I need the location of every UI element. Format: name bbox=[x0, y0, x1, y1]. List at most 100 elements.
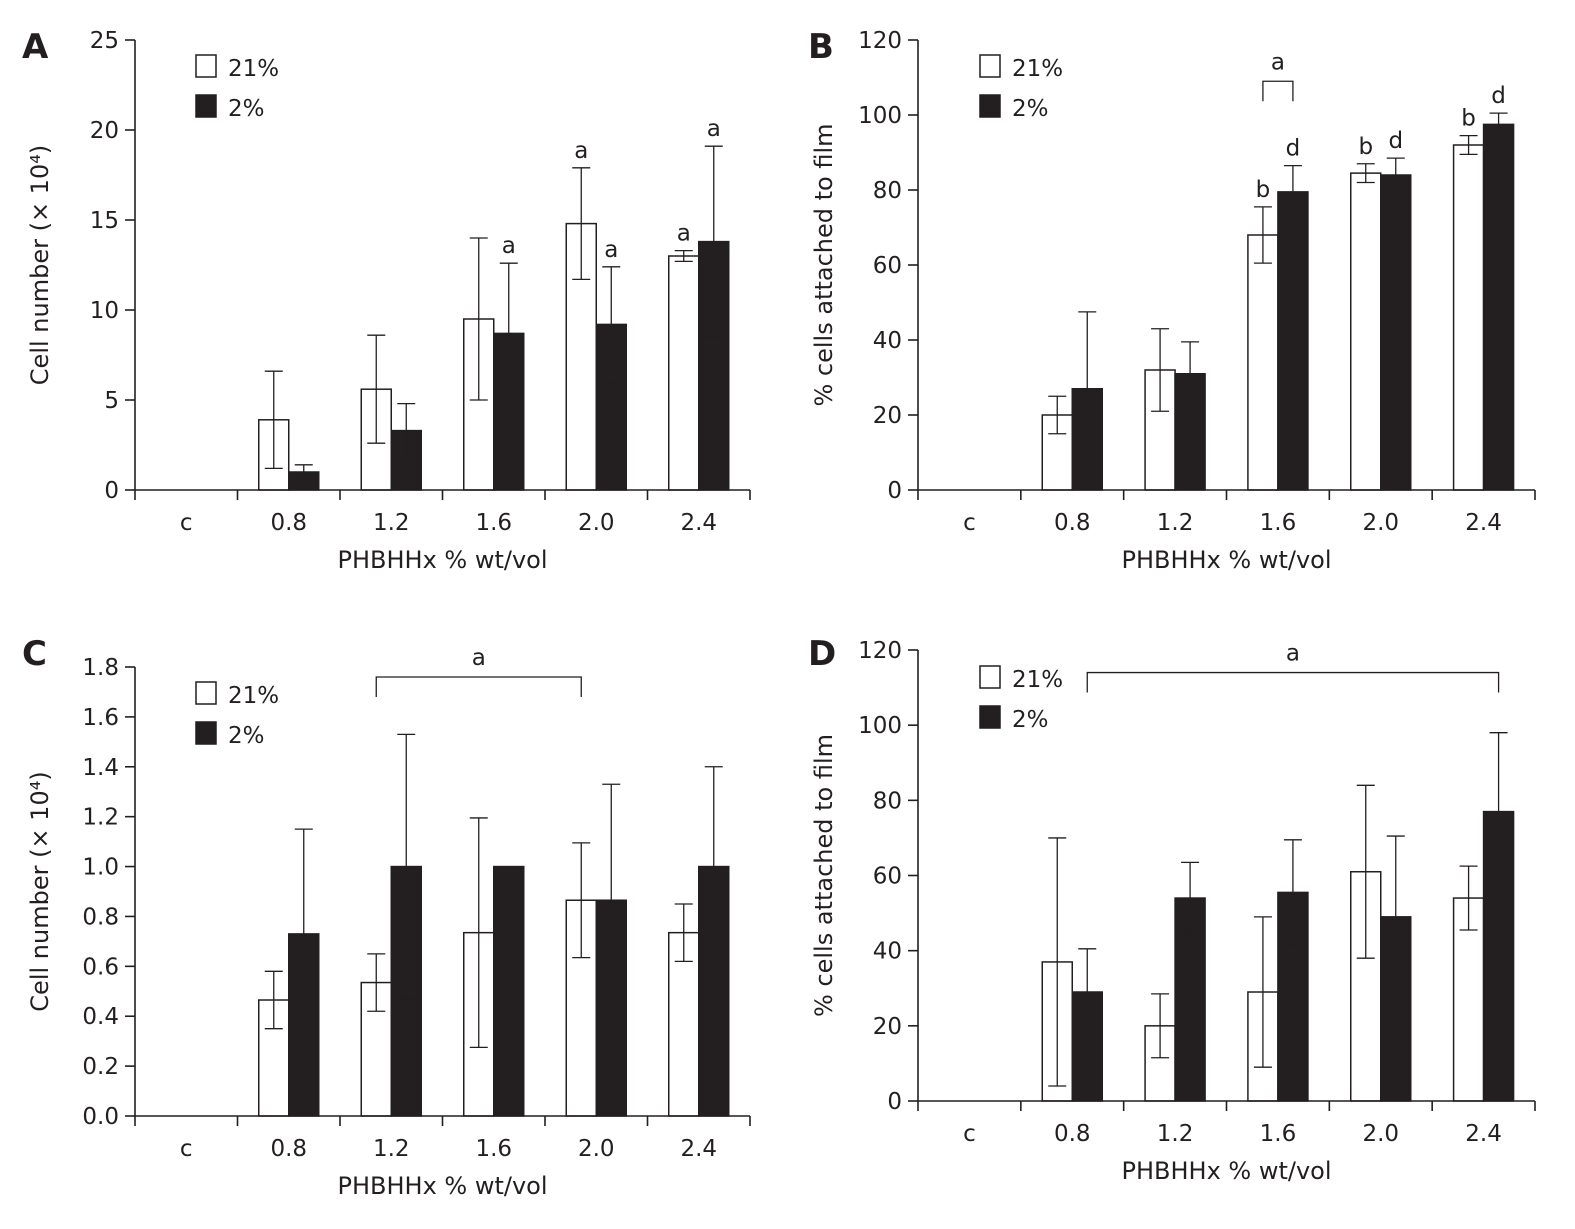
y-tick-label: 60 bbox=[873, 864, 902, 890]
error-bar bbox=[1459, 134, 1478, 156]
significance-label: d bbox=[1286, 136, 1301, 162]
error-bar bbox=[294, 828, 313, 1040]
error-bar bbox=[572, 842, 591, 959]
x-tick-label: 1.6 bbox=[475, 1136, 512, 1162]
error-bar bbox=[1151, 328, 1170, 412]
x-tick-label: c bbox=[180, 510, 193, 536]
y-tick-label: 1.4 bbox=[82, 755, 119, 781]
bar-2pct-1.6 bbox=[1277, 191, 1309, 491]
y-tick-label: 0.4 bbox=[82, 1004, 119, 1030]
panel-c: C 0.0 0.2 0.4 0.6 0.8 1.0 1.2 1.4 1.6 1.8 c 0.8 1.2 1.… bbox=[22, 634, 751, 1200]
x-tick-label: 1.2 bbox=[373, 1136, 410, 1162]
bar-2pct-2.4 bbox=[1482, 123, 1515, 491]
y-tick-label: 0.8 bbox=[82, 904, 119, 930]
x-tick-label: 1.6 bbox=[475, 510, 512, 536]
panel-a: A 0 5 10 15 20 25 c 0.8 1.2 1.6 2.0 2.4 PHBHHx % wt/v… bbox=[22, 27, 751, 574]
legend-swatch bbox=[195, 721, 217, 745]
significance-bracket: a bbox=[1262, 49, 1294, 102]
y-tick-label: 40 bbox=[873, 328, 902, 354]
error-bar bbox=[1489, 732, 1508, 892]
bracket-line bbox=[1262, 80, 1294, 102]
y-tick-label: 60 bbox=[873, 253, 902, 279]
bracket-line bbox=[375, 676, 582, 697]
x-tick-label: 2.4 bbox=[680, 1136, 717, 1162]
x-tick-label: 1.2 bbox=[1157, 1121, 1194, 1147]
legend-swatch bbox=[195, 681, 217, 705]
y-tick-label: 20 bbox=[873, 1014, 902, 1040]
y-tick-label: 0 bbox=[104, 478, 119, 504]
legend-swatch bbox=[979, 94, 1001, 118]
bracket-label: a bbox=[1286, 641, 1300, 667]
panel-b: B 0 20 40 60 80 100 120 c 0.8 1.2 1.6 2.0 2.4 PHBHHx %… bbox=[808, 27, 1536, 574]
x-axis-title: PHBHHx % wt/vol bbox=[1121, 1157, 1331, 1185]
legend-label: 21% bbox=[228, 683, 279, 709]
panel-d: D 0 20 40 60 80 100 120 c 0.8 1.2 1.6 2.0 2.4 PHBHHx %… bbox=[808, 634, 1536, 1185]
y-axis-title: % cells attached to film bbox=[810, 734, 838, 1017]
x-tick-label: 0.8 bbox=[270, 1136, 307, 1162]
error-bar bbox=[1253, 916, 1272, 1068]
error-bar bbox=[367, 953, 386, 1012]
error-bar bbox=[1356, 784, 1375, 959]
x-axis-title: PHBHHx % wt/vol bbox=[1121, 546, 1331, 574]
error-bar bbox=[704, 766, 723, 967]
x-tick-label: 1.2 bbox=[1157, 510, 1194, 536]
legend-swatch bbox=[195, 54, 217, 78]
y-axis-title: Cell number (× 10⁴) bbox=[26, 771, 54, 1011]
significance-label: b bbox=[1358, 134, 1373, 160]
error-bar bbox=[1181, 861, 1200, 935]
error-bar bbox=[1489, 112, 1508, 137]
x-tick-label: 0.8 bbox=[1054, 510, 1091, 536]
y-tick-label: 100 bbox=[858, 103, 902, 129]
x-axis-title: PHBHHx % wt/vol bbox=[337, 546, 547, 574]
error-bar bbox=[1078, 311, 1097, 467]
y-tick-label: 10 bbox=[90, 298, 119, 324]
error-bar bbox=[1048, 837, 1067, 1087]
error-bar bbox=[1459, 865, 1478, 931]
y-tick-label: 0 bbox=[887, 478, 902, 504]
legend: 21% 2% bbox=[195, 681, 279, 749]
legend: 21% 2% bbox=[195, 54, 279, 122]
error-bar bbox=[1253, 206, 1272, 264]
legend-swatch bbox=[195, 94, 217, 118]
x-tick-label: 0.8 bbox=[270, 510, 307, 536]
y-tick-label: 1.6 bbox=[82, 705, 119, 731]
y-tick-label: 20 bbox=[873, 403, 902, 429]
significance-label: d bbox=[1491, 83, 1506, 109]
error-bar bbox=[602, 783, 621, 1017]
x-axis-title: PHBHHx % wt/vol bbox=[337, 1172, 547, 1200]
significance-bracket: a bbox=[375, 645, 582, 697]
significance-bracket: a bbox=[1086, 641, 1500, 693]
y-tick-label: 80 bbox=[873, 788, 902, 814]
x-tick-label: 2.0 bbox=[578, 1136, 615, 1162]
bracket-label: a bbox=[1271, 49, 1285, 75]
bar-21pct-2.4 bbox=[668, 255, 700, 491]
x-tick-label: 0.8 bbox=[1054, 1121, 1091, 1147]
y-tick-label: 0.6 bbox=[82, 954, 119, 980]
significance-label: a bbox=[677, 221, 691, 247]
x-tick-label: 2.4 bbox=[680, 510, 717, 536]
error-bar bbox=[294, 464, 313, 480]
bar-2pct-2.0 bbox=[1380, 174, 1412, 491]
error-bar bbox=[674, 249, 693, 263]
error-bar bbox=[602, 266, 621, 383]
y-tick-label: 1.8 bbox=[82, 655, 119, 681]
legend-label: 21% bbox=[228, 56, 279, 82]
y-tick-label: 120 bbox=[858, 638, 902, 664]
legend-label: 2% bbox=[228, 723, 265, 749]
y-axis-title: Cell number (× 10⁴) bbox=[26, 145, 54, 385]
error-bar bbox=[1386, 157, 1405, 193]
x-tick-label: 2.4 bbox=[1465, 510, 1502, 536]
panel-label: C bbox=[22, 634, 47, 674]
x-tick-label: c bbox=[963, 1121, 976, 1147]
error-bar bbox=[572, 167, 591, 281]
bar-21pct-2.0 bbox=[1350, 172, 1382, 491]
bracket-label: a bbox=[472, 645, 486, 671]
y-tick-label: 15 bbox=[90, 208, 119, 234]
legend: 21% 2% bbox=[979, 54, 1063, 122]
legend-label: 2% bbox=[1012, 707, 1049, 733]
y-tick-label: 1.0 bbox=[82, 855, 119, 881]
error-bar bbox=[1283, 839, 1302, 946]
error-bar bbox=[1048, 395, 1067, 435]
y-tick-label: 0 bbox=[887, 1089, 902, 1115]
x-tick-label: 1.6 bbox=[1260, 510, 1297, 536]
